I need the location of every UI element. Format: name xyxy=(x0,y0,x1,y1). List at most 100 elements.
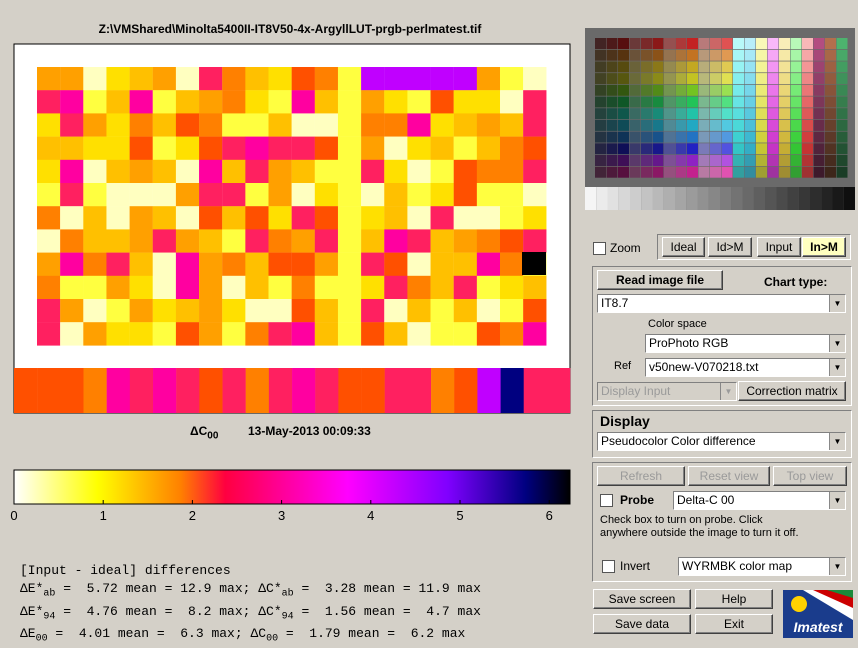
metric: ΔC00 xyxy=(190,424,219,442)
patch xyxy=(523,206,547,230)
probe-checkbox[interactable] xyxy=(600,494,613,507)
patch xyxy=(129,368,154,413)
thumb-patch xyxy=(779,38,790,49)
help-button[interactable]: Help xyxy=(695,589,773,609)
view-button[interactable]: In>M xyxy=(802,237,846,257)
save-data-button[interactable]: Save data xyxy=(593,614,691,634)
exit-button[interactable]: Exit xyxy=(695,614,773,634)
patch xyxy=(523,299,547,323)
thumb-patch xyxy=(721,166,733,178)
probe-select[interactable]: Delta-C 00 xyxy=(673,491,846,510)
thumb-grey xyxy=(675,187,687,210)
thumb-patch xyxy=(779,108,790,120)
patch xyxy=(14,368,38,413)
display-input-select[interactable]: Display Input xyxy=(597,382,737,401)
thumb-patch xyxy=(618,61,629,73)
patch xyxy=(268,322,292,346)
thumb-patch xyxy=(641,49,652,61)
thumb-patch xyxy=(779,131,790,143)
patch xyxy=(152,159,177,184)
thumb-patch xyxy=(664,61,675,73)
thumb-patch xyxy=(618,119,629,131)
patch xyxy=(361,275,385,300)
save-screen-button[interactable]: Save screen xyxy=(593,589,691,609)
thumb-patch xyxy=(664,155,675,166)
thumb-patch xyxy=(802,38,813,49)
correction-matrix-button[interactable]: Correction matrix xyxy=(738,381,846,401)
thumb-patch xyxy=(629,73,641,85)
thumb-grey xyxy=(843,187,855,210)
view-button[interactable]: Input xyxy=(757,237,801,257)
thumb-patch xyxy=(629,84,641,96)
patch xyxy=(500,252,524,276)
thumb-patch xyxy=(606,38,618,49)
patch xyxy=(430,206,454,230)
patch xyxy=(453,252,477,276)
thumb-patch xyxy=(813,131,825,143)
thumb-patch xyxy=(675,38,687,49)
tick-label: 0 xyxy=(10,508,17,523)
ref-select[interactable]: v50new-V070218.txt xyxy=(645,358,846,377)
patch xyxy=(453,67,477,91)
thumb-grey xyxy=(832,187,844,210)
thumb-patch xyxy=(767,143,779,155)
thumb-patch xyxy=(641,166,652,178)
patch xyxy=(268,275,292,300)
view-button[interactable]: Id>M xyxy=(708,237,752,257)
top-view-button[interactable]: Top view xyxy=(773,466,847,486)
thumb-grey xyxy=(686,187,698,210)
thumb-patch xyxy=(733,49,744,61)
zoom-label: Zoom xyxy=(610,241,641,255)
chart-type-select[interactable]: IT8.7 xyxy=(597,294,846,313)
thumb-patch xyxy=(606,166,618,178)
thumb-patch xyxy=(606,155,618,166)
patch xyxy=(129,136,153,160)
thumb-grey xyxy=(731,187,743,210)
thumb-patch xyxy=(756,166,767,178)
thumb-patch xyxy=(836,166,848,178)
thumb-patch xyxy=(767,61,779,73)
ref-label: Ref xyxy=(614,360,632,372)
patch xyxy=(152,275,177,300)
patch xyxy=(476,113,501,137)
view-button[interactable]: Ideal xyxy=(662,237,705,257)
zoom-checkbox[interactable] xyxy=(593,242,606,255)
patch xyxy=(175,299,200,323)
color-space-select[interactable]: ProPhoto RGB xyxy=(645,334,846,353)
patch xyxy=(106,299,130,323)
invert-checkbox[interactable] xyxy=(602,560,615,573)
patch xyxy=(268,206,292,230)
stats-text: 94 xyxy=(281,611,294,623)
patch xyxy=(60,299,84,323)
thumb-patch xyxy=(606,131,618,143)
patch xyxy=(83,136,107,160)
patch xyxy=(384,113,408,137)
thumb-patch xyxy=(698,61,710,73)
patch xyxy=(407,183,431,207)
patch xyxy=(523,136,547,160)
thumb-patch xyxy=(779,96,790,108)
patch xyxy=(60,322,84,346)
patch xyxy=(83,206,107,230)
read-image-button[interactable]: Read image file xyxy=(597,270,723,290)
display-label: Display xyxy=(600,413,650,429)
patch xyxy=(152,183,177,207)
thumb-patch xyxy=(687,49,698,61)
thumb-patch xyxy=(756,84,767,96)
refresh-button[interactable]: Refresh xyxy=(597,466,685,486)
color-map-select[interactable]: WYRMBK color map xyxy=(678,557,846,576)
color-space-label: Color space xyxy=(648,318,707,330)
reset-view-button[interactable]: Reset view xyxy=(688,466,770,486)
thumb-patch xyxy=(618,131,629,143)
patch xyxy=(314,299,339,323)
thumb-patch xyxy=(733,155,744,166)
patch xyxy=(291,322,315,346)
patch xyxy=(268,299,292,323)
thumb-patch xyxy=(618,73,629,85)
stats-text: 00 xyxy=(266,633,279,645)
patch xyxy=(476,136,501,160)
thumb-patch xyxy=(675,131,687,143)
patch xyxy=(453,90,477,114)
patch xyxy=(83,252,107,276)
display-select[interactable]: Pseudocolor Color difference xyxy=(597,432,846,451)
